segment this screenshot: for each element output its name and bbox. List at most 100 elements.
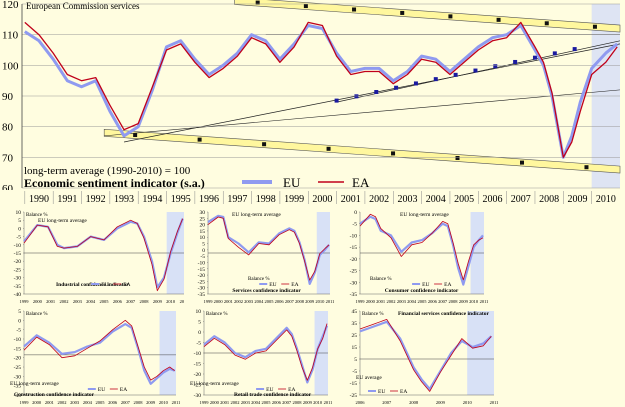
y-tick-label: -25 xyxy=(198,279,206,285)
y-tick-label: -35 xyxy=(350,292,358,298)
trend-marker xyxy=(513,59,518,64)
y-tick-label: 5 xyxy=(18,218,21,224)
panel-bg xyxy=(180,305,332,407)
x-tick-label: 2009 xyxy=(146,400,156,405)
y-tick-label: 20 xyxy=(200,223,206,229)
x-tick-label: 1999 xyxy=(200,400,210,405)
x-tick-label: 2003 xyxy=(241,400,251,405)
x-tick-label: 2010 xyxy=(596,194,616,205)
main-gridlines xyxy=(22,3,620,189)
x-tick-label: 2002 xyxy=(369,194,389,205)
source-label: European Commission services xyxy=(26,1,140,11)
x-tick-label: 2000 xyxy=(366,299,376,304)
band-marker xyxy=(352,7,357,12)
x-tick-label: 2008 xyxy=(539,194,559,205)
x-tick-label: 2001 xyxy=(224,299,233,304)
legend-ea-label: EA xyxy=(352,175,370,190)
band-marker xyxy=(592,24,597,29)
y-tick-label: -30 xyxy=(14,374,22,380)
x-tick-label: 2009 xyxy=(303,400,313,405)
x-tick-label: 2006 xyxy=(275,299,285,304)
x-tick-label: 2011 xyxy=(324,400,332,405)
x-tick-label: 2007 xyxy=(126,299,136,304)
trend-marker xyxy=(433,77,438,82)
x-tick-label: 2006 xyxy=(108,400,118,405)
x-tick-label: 2007 xyxy=(121,400,131,405)
average-label: EU long-term average xyxy=(190,381,239,387)
x-tick-label: 2002 xyxy=(387,299,396,304)
trend-marker xyxy=(552,51,557,56)
x-tick-label: 2002 xyxy=(60,299,69,304)
y-tick-label: -20 xyxy=(194,372,202,378)
x-tick-label: 2011 xyxy=(480,299,488,304)
x-tick-label: 1999 xyxy=(20,400,30,405)
band-marker xyxy=(262,142,267,147)
average-label: EU long-term average xyxy=(400,212,449,218)
band-marker xyxy=(303,4,308,9)
y-tick-label: -15 xyxy=(194,362,202,368)
y-tick-label: 25 xyxy=(200,216,206,222)
panel-bg xyxy=(0,206,188,306)
legend-eu-label: EU xyxy=(266,387,273,393)
trend-marker xyxy=(394,85,399,90)
x-tick-label: 2008 xyxy=(449,299,459,304)
y-tick-label: 25 xyxy=(352,333,358,339)
band-marker xyxy=(400,10,405,15)
legend-eu-label: EU xyxy=(98,387,105,393)
x-tick-label: 2000 xyxy=(214,299,224,304)
x-tick-label: 1997 xyxy=(227,194,247,205)
unit-label: Balance % xyxy=(26,312,48,317)
legend-eu-label: EU xyxy=(422,282,429,288)
x-tick-label: 2001 xyxy=(376,299,385,304)
x-tick-label: 2004 xyxy=(83,400,93,405)
series-eu xyxy=(359,320,493,391)
average-label: EU long-term average xyxy=(38,218,87,224)
y-tick-label: 0 xyxy=(354,210,357,216)
y-tick-label: -10 xyxy=(350,233,358,239)
falling-trend-line xyxy=(104,89,621,137)
x-tick-label: 2002 xyxy=(231,400,240,405)
legend-eu-label: EU xyxy=(378,389,385,395)
x-tick-label: 2003 xyxy=(397,194,417,205)
series-eu xyxy=(359,215,484,286)
unit-label: Balance % xyxy=(26,213,48,218)
trend-marker xyxy=(374,90,379,95)
x-tick-label: 2003 xyxy=(397,299,407,304)
y-tick-label: -5 xyxy=(352,369,357,375)
y-tick-label: 120 xyxy=(2,0,19,11)
x-tick-label: 2001 xyxy=(341,194,361,205)
x-tick-label: 1994 xyxy=(142,194,162,205)
legend-ea-label: EA xyxy=(120,387,127,393)
x-tick-label: 2001 xyxy=(220,400,229,405)
x-tick-label: 2007 xyxy=(511,194,531,205)
y-tick-label: 70 xyxy=(2,152,14,164)
y-tick-label: -35 xyxy=(14,284,22,290)
x-tick-label: 2003 xyxy=(73,299,83,304)
x-tick-label: 2006 xyxy=(428,299,438,304)
x-tick-label: 2008 xyxy=(293,400,303,405)
y-tick-label: 5 xyxy=(18,309,21,315)
x-tick-label: 2010 xyxy=(313,400,323,405)
y-tick-label: 90 xyxy=(2,91,14,103)
x-tick-label: 2004 xyxy=(86,299,96,304)
trend-marker xyxy=(334,98,339,103)
x-tick-label: 1991 xyxy=(57,194,77,205)
y-tick-label: -30 xyxy=(14,276,22,282)
x-tick-label: 2011 xyxy=(172,400,180,405)
series-ea xyxy=(359,213,484,281)
unit-label: Balance % xyxy=(362,312,384,317)
x-tick-label: 2000 xyxy=(32,400,42,405)
x-tick-label: 2005 xyxy=(100,299,110,304)
band-marker xyxy=(584,165,589,170)
y-tick-label: -25 xyxy=(14,365,22,371)
x-tick-label: 2007 xyxy=(438,299,448,304)
x-tick-label: 2010 xyxy=(463,400,473,405)
trend-marker xyxy=(413,81,418,86)
y-tick-label: 100 xyxy=(2,60,19,72)
y-tick-label: 80 xyxy=(2,122,14,134)
panel-title: Consumer confidence indicator xyxy=(385,288,459,294)
